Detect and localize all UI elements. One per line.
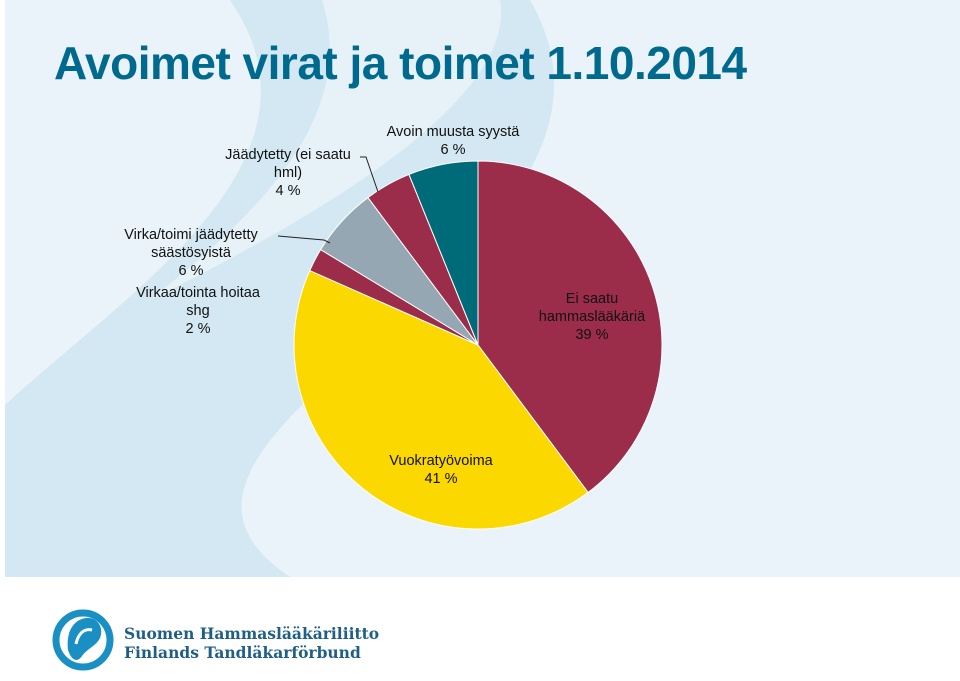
slice-label: Virka/toimi jäädytetty säästösyistä 6 %: [124, 227, 258, 279]
slice-label-line: 4 %: [276, 183, 301, 199]
page-title: Avoimet virat ja toimet 1.10.2014: [54, 37, 747, 89]
slice-label-line: Avoin muusta syystä: [387, 124, 521, 140]
slice-label-line: 39 %: [575, 327, 608, 343]
slice-label-line: Virka/toimi jäädytetty: [124, 227, 258, 243]
slice-label-line: hml): [274, 165, 302, 181]
slice-label-line: Jäädytetty (ei saatu: [225, 147, 351, 163]
slice-label-line: hammaslääkäriä: [539, 309, 646, 325]
tooth-logo-icon: [52, 609, 114, 671]
slice-label-line: 2 %: [186, 321, 211, 337]
slice-label: Ei saatu hammaslääkäriä 39 %: [539, 291, 646, 343]
org-name-swedish: Finlands Tandläkarförbund: [124, 643, 361, 662]
pie-slices: [293, 160, 663, 530]
leader-line-jaadytetty-saasto: [277, 235, 331, 244]
slice-label-line: 41 %: [424, 471, 457, 487]
slice-labels: Ei saatu hammaslääkäriä 39 % Vuokratyövoima…: [124, 124, 646, 487]
slice-label-line: Virkaa/tointa hoitaa: [136, 285, 261, 301]
leader-lines: [277, 156, 379, 244]
slice-label: Avoin muusta syystä 6 %: [387, 124, 521, 158]
slice-label: Vuokratyövoima 41 %: [389, 453, 493, 487]
org-name-finnish: Suomen Hammaslääkäriliitto: [124, 624, 380, 643]
leader-line-avoin: [360, 156, 379, 193]
pie-slice: [477, 160, 663, 494]
slice-label-line: Ei saatu: [566, 291, 618, 307]
slice-label-line: Vuokratyövoima: [389, 453, 493, 469]
slice-label-line: 6 %: [441, 142, 466, 158]
pie-slice: [293, 269, 589, 530]
footer-logo: [50, 604, 118, 674]
pie-slice: [408, 160, 479, 346]
slice-label: Virkaa/tointa hoitaa shg 2 %: [136, 285, 261, 337]
slice-label-line: shg: [186, 303, 209, 319]
slice-label-line: säästösyistä: [151, 245, 232, 261]
slice-label: Jäädytetty (ei saatu hml) 4 %: [225, 147, 351, 199]
slice-label-line: 6 %: [179, 263, 204, 279]
